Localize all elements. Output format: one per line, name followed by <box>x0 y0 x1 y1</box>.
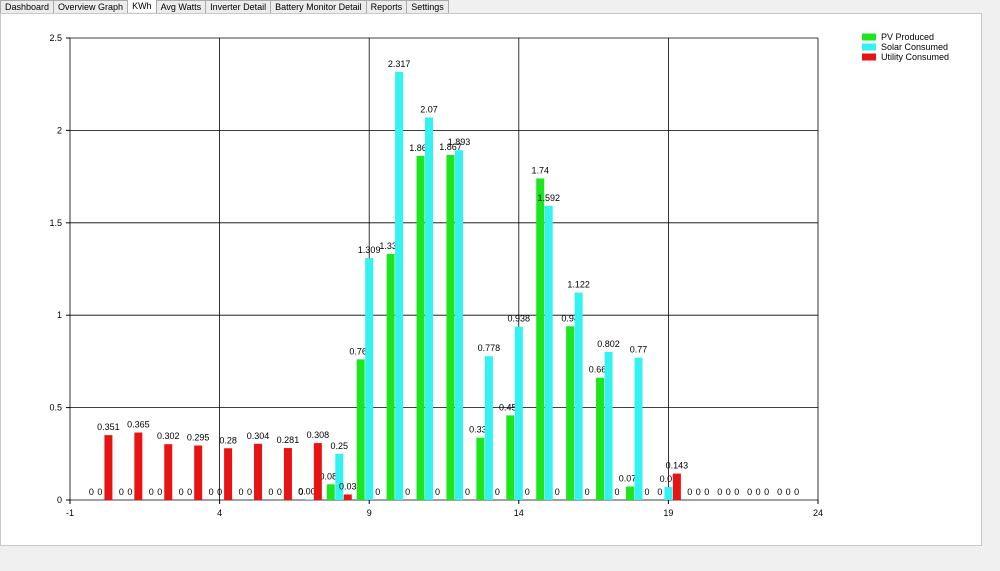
chart-panel <box>0 13 982 546</box>
tab[interactable]: Settings <box>406 0 449 13</box>
tab[interactable]: Overview Graph <box>53 0 129 13</box>
tab[interactable]: Inverter Detail <box>205 0 272 13</box>
tab[interactable]: KWh <box>127 0 157 12</box>
tab[interactable]: Reports <box>365 0 408 13</box>
tab[interactable]: Battery Monitor Detail <box>270 0 367 13</box>
tab[interactable]: Avg Watts <box>155 0 207 13</box>
tab-bar: Dashboard Overview Graph KWh Avg Watts Inver… <box>0 0 449 13</box>
tab[interactable]: Dashboard <box>0 0 55 13</box>
